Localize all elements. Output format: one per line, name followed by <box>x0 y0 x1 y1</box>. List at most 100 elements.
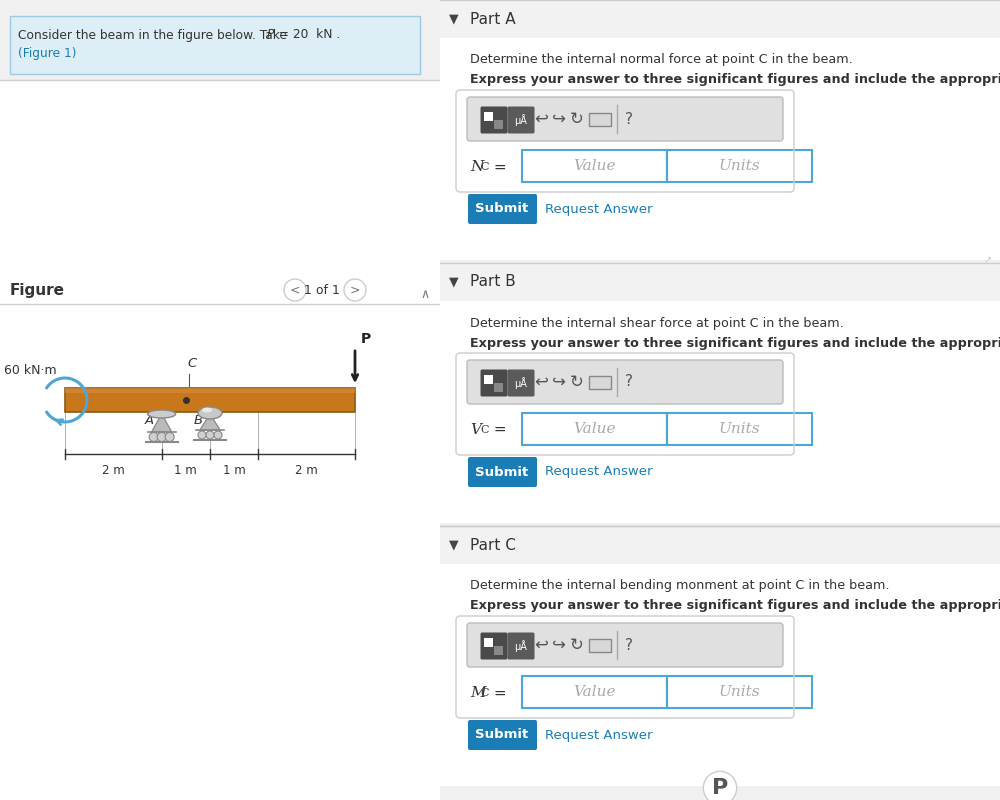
FancyBboxPatch shape <box>480 370 508 397</box>
Text: =: = <box>489 422 507 438</box>
Text: B: B <box>193 414 203 426</box>
FancyBboxPatch shape <box>508 633 534 659</box>
FancyBboxPatch shape <box>480 633 508 659</box>
Text: Value: Value <box>573 685 615 699</box>
Text: P: P <box>267 29 274 42</box>
FancyBboxPatch shape <box>468 457 537 487</box>
Bar <box>522 150 667 182</box>
FancyBboxPatch shape <box>10 16 420 74</box>
Text: M: M <box>470 686 486 700</box>
Text: P: P <box>712 778 728 798</box>
Text: ▼: ▼ <box>449 13 459 26</box>
Text: ?: ? <box>625 638 633 653</box>
Bar <box>440 0 1000 38</box>
Text: 1 of 1: 1 of 1 <box>304 283 340 297</box>
Text: =: = <box>489 686 507 701</box>
Text: Request Answer: Request Answer <box>545 729 652 742</box>
Text: Request Answer: Request Answer <box>545 202 652 215</box>
Text: μÅ: μÅ <box>515 114 527 126</box>
Text: μÅ: μÅ <box>515 377 527 389</box>
Bar <box>667 676 812 708</box>
Text: ↻: ↻ <box>570 636 584 654</box>
Bar <box>589 113 611 126</box>
FancyBboxPatch shape <box>468 720 537 750</box>
Bar <box>667 150 812 182</box>
Ellipse shape <box>198 407 222 419</box>
Text: Units: Units <box>718 422 760 436</box>
Text: ↻: ↻ <box>570 373 584 391</box>
Text: Submit: Submit <box>475 202 529 215</box>
Text: ∧: ∧ <box>420 289 430 302</box>
Text: C: C <box>480 425 488 435</box>
Bar <box>494 120 503 129</box>
Bar <box>667 413 812 445</box>
Bar <box>589 376 611 389</box>
Circle shape <box>214 431 222 439</box>
Circle shape <box>165 433 174 442</box>
Text: Part C: Part C <box>470 538 516 553</box>
Circle shape <box>206 431 214 439</box>
Bar <box>440 263 1000 523</box>
Text: 1 m: 1 m <box>174 464 197 477</box>
FancyBboxPatch shape <box>480 106 508 134</box>
Polygon shape <box>152 414 172 432</box>
Text: 2 m: 2 m <box>295 464 318 477</box>
Text: = 20  kN .: = 20 kN . <box>275 29 340 42</box>
Bar <box>440 526 1000 564</box>
Text: Determine the internal shear force at point C in the beam.: Determine the internal shear force at po… <box>470 317 844 330</box>
Text: Express your answer to three significant figures and include the appropriate uni: Express your answer to three significant… <box>470 74 1000 86</box>
Text: Value: Value <box>573 159 615 173</box>
Text: Consider the beam in the figure below. Take: Consider the beam in the figure below. T… <box>18 29 291 42</box>
Text: 1 m: 1 m <box>223 464 246 477</box>
Text: V: V <box>470 423 481 437</box>
Text: Submit: Submit <box>475 466 529 478</box>
FancyBboxPatch shape <box>467 97 783 141</box>
Text: N: N <box>470 160 483 174</box>
Bar <box>65 388 355 412</box>
Text: ↪: ↪ <box>552 636 566 654</box>
Text: <: < <box>290 283 300 297</box>
Text: ↩: ↩ <box>534 636 548 654</box>
Bar <box>440 263 1000 301</box>
Text: ?: ? <box>625 374 633 390</box>
Text: =: = <box>489 159 507 174</box>
Text: Request Answer: Request Answer <box>545 466 652 478</box>
Text: μÅ: μÅ <box>515 640 527 652</box>
Text: ↩: ↩ <box>534 110 548 128</box>
Bar <box>484 638 493 647</box>
Text: 2 m: 2 m <box>102 464 125 477</box>
Circle shape <box>149 433 158 442</box>
Text: (Figure 1): (Figure 1) <box>18 46 76 59</box>
Bar <box>589 639 611 652</box>
Circle shape <box>157 433 166 442</box>
Text: A: A <box>145 414 154 426</box>
Bar <box>440 0 1000 260</box>
Text: Express your answer to three significant figures and include the appropriate uni: Express your answer to three significant… <box>470 337 1000 350</box>
FancyBboxPatch shape <box>468 194 537 224</box>
Text: ↩: ↩ <box>534 373 548 391</box>
Text: ?: ? <box>625 111 633 126</box>
Text: ▼: ▼ <box>449 275 459 289</box>
Circle shape <box>198 431 206 439</box>
Text: ↻: ↻ <box>570 110 584 128</box>
Text: ↪: ↪ <box>552 110 566 128</box>
Bar <box>484 375 493 384</box>
Text: Submit: Submit <box>475 729 529 742</box>
Text: ▼: ▼ <box>449 538 459 551</box>
Text: ↗: ↗ <box>984 255 992 265</box>
Bar <box>522 413 667 445</box>
Text: Determine the internal bending monment at point C in the beam.: Determine the internal bending monment a… <box>470 579 890 593</box>
Text: Figure: Figure <box>10 282 65 298</box>
Circle shape <box>344 279 366 301</box>
Ellipse shape <box>148 410 176 418</box>
Text: Value: Value <box>573 422 615 436</box>
FancyBboxPatch shape <box>508 106 534 134</box>
Text: C: C <box>480 162 488 172</box>
FancyBboxPatch shape <box>508 370 534 397</box>
Text: 60 kN·m: 60 kN·m <box>4 363 56 377</box>
Text: Part A: Part A <box>470 11 516 26</box>
Bar <box>522 676 667 708</box>
FancyBboxPatch shape <box>467 623 783 667</box>
Text: Part B: Part B <box>470 274 516 290</box>
Bar <box>65 388 355 393</box>
